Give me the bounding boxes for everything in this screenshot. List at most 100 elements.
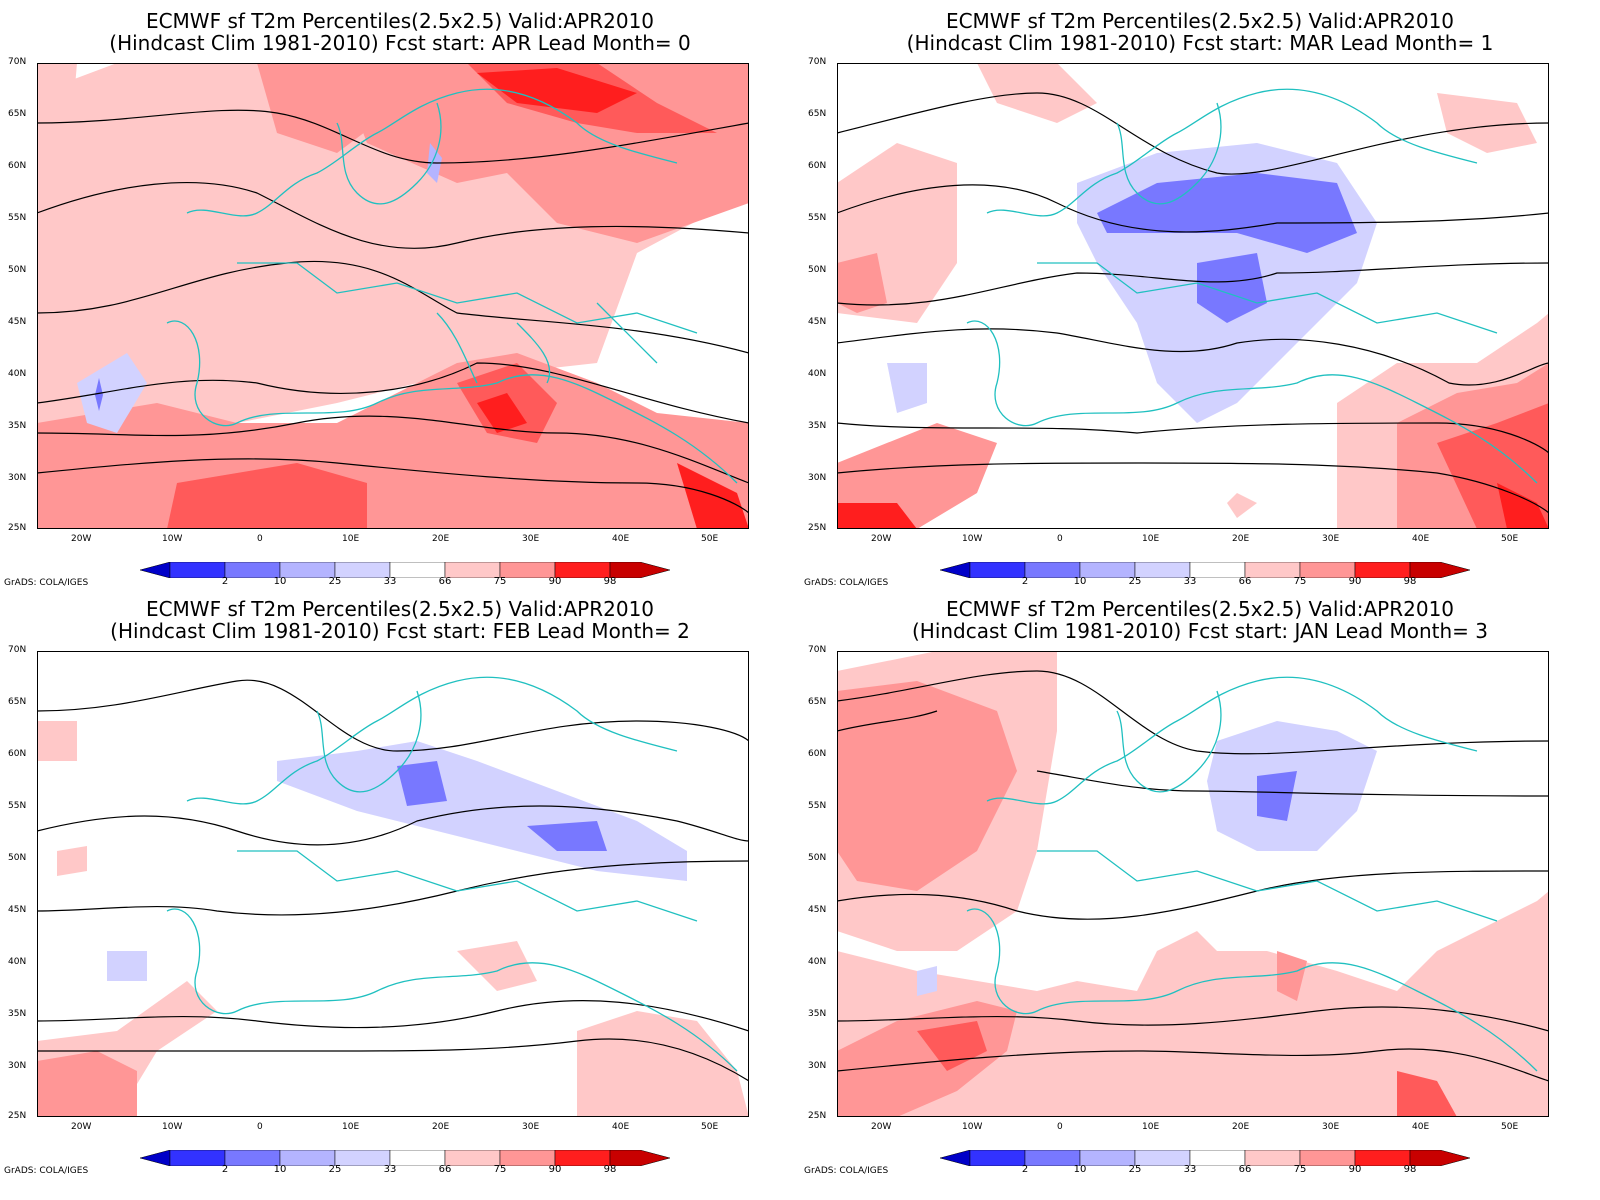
y-tick: 35N [808,421,827,431]
x-tick: 40E [612,534,630,544]
y-tick: 65N [808,109,827,119]
colorbar: 2 10 25 33 66 75 90 98 [939,1149,1471,1175]
colorbar-label: 98 [1403,576,1417,587]
y-tick: 55N [808,213,827,223]
y-tick: 65N [8,109,27,119]
y-tick: 30N [808,473,827,483]
x-tick: 10E [1142,534,1160,544]
percentile-map [837,651,1549,1117]
colorbar-label: 25 [328,1164,342,1175]
y-tick: 35N [808,1009,827,1019]
colorbar-label: 75 [493,576,507,587]
y-tick: 55N [8,801,27,811]
y-tick: 35N [8,1009,27,1019]
percentile-map [837,63,1549,529]
colorbar-label: 10 [273,1164,287,1175]
colorbar-label: 66 [438,576,452,587]
panel-title-line2: (Hindcast Clim 1981-2010) Fcst start: MA… [906,31,1494,55]
colorbar-label: 25 [1128,1164,1142,1175]
y-tick: 55N [8,213,27,223]
y-tick: 45N [8,317,27,327]
grads-credit: GrADS: COLA/IGES [804,578,889,588]
x-tick: 20W [71,534,92,544]
percentile-map [37,651,749,1117]
colorbar-label: 98 [1403,1164,1417,1175]
colorbar-label: 2 [221,1164,229,1175]
x-tick: 20W [871,1122,892,1132]
y-tick: 70N [8,57,27,67]
x-tick: 10E [342,534,360,544]
x-tick: 20E [1232,1122,1250,1132]
colorbar-label: 90 [1348,1164,1362,1175]
x-tick: 10W [162,534,183,544]
map-panel-apr: ECMWF sf T2m Percentiles(2.5x2.5) Valid:… [0,0,800,600]
y-tick: 25N [808,523,827,533]
y-tick: 70N [808,645,827,655]
colorbar-label: 25 [1128,576,1142,587]
map-panel-feb: ECMWF sf T2m Percentiles(2.5x2.5) Valid:… [0,598,800,1200]
colorbar-label: 90 [548,576,562,587]
y-tick: 25N [808,1111,827,1121]
x-tick: 50E [701,534,719,544]
colorbar-label: 66 [1238,576,1252,587]
x-tick: 20E [1232,534,1250,544]
percentile-map [37,63,749,529]
y-tick: 40N [8,957,27,967]
x-tick: 50E [1501,1122,1519,1132]
x-tick: 10E [1142,1122,1160,1132]
map-panel-mar: ECMWF sf T2m Percentiles(2.5x2.5) Valid:… [800,0,1600,600]
y-tick: 50N [808,853,827,863]
map-panel-jan: ECMWF sf T2m Percentiles(2.5x2.5) Valid:… [800,598,1600,1200]
y-tick: 45N [808,317,827,327]
colorbar-label: 33 [1183,1164,1197,1175]
x-tick: 10W [962,1122,983,1132]
y-tick: 45N [8,905,27,915]
y-tick: 25N [8,1111,27,1121]
y-tick: 55N [808,801,827,811]
colorbar-label: 75 [1293,1164,1307,1175]
x-tick: 30E [522,534,540,544]
y-tick: 60N [808,161,827,171]
x-tick: 30E [1322,534,1340,544]
y-tick: 70N [8,645,27,655]
y-tick: 30N [8,1061,27,1071]
colorbar-label: 25 [328,576,342,587]
y-tick: 35N [8,421,27,431]
colorbar-label: 33 [383,576,397,587]
x-tick: 0 [1057,534,1063,544]
colorbar-label: 2 [1021,1164,1029,1175]
x-tick: 40E [1412,1122,1430,1132]
panel-title-line2: (Hindcast Clim 1981-2010) Fcst start: AP… [109,31,691,55]
y-tick: 60N [8,749,27,759]
x-tick: 20W [871,534,892,544]
y-tick: 60N [808,749,827,759]
x-tick: 0 [257,1122,263,1132]
x-tick: 50E [701,1122,719,1132]
y-tick: 40N [808,957,827,967]
x-tick: 20E [432,534,450,544]
x-tick: 20E [432,1122,450,1132]
grads-credit: GrADS: COLA/IGES [4,1166,89,1176]
y-tick: 30N [8,473,27,483]
y-tick: 40N [808,369,827,379]
colorbar-label: 33 [1183,576,1197,587]
y-tick: 30N [808,1061,827,1071]
colorbar-label: 75 [1293,576,1307,587]
colorbar-label: 90 [1348,576,1362,587]
x-tick: 10W [162,1122,183,1132]
x-tick: 50E [1501,534,1519,544]
x-tick: 20W [71,1122,92,1132]
colorbar: 2 10 25 33 66 75 90 98 [139,1149,671,1175]
colorbar-label: 66 [1238,1164,1252,1175]
y-tick: 50N [8,265,27,275]
y-tick: 60N [8,161,27,171]
colorbar-label: 90 [548,1164,562,1175]
colorbar-label: 2 [221,576,229,587]
y-tick: 25N [8,523,27,533]
y-tick: 45N [808,905,827,915]
x-tick: 30E [1322,1122,1340,1132]
y-tick: 70N [808,57,827,67]
colorbar-label: 33 [383,1164,397,1175]
x-tick: 40E [612,1122,630,1132]
y-tick: 50N [8,853,27,863]
